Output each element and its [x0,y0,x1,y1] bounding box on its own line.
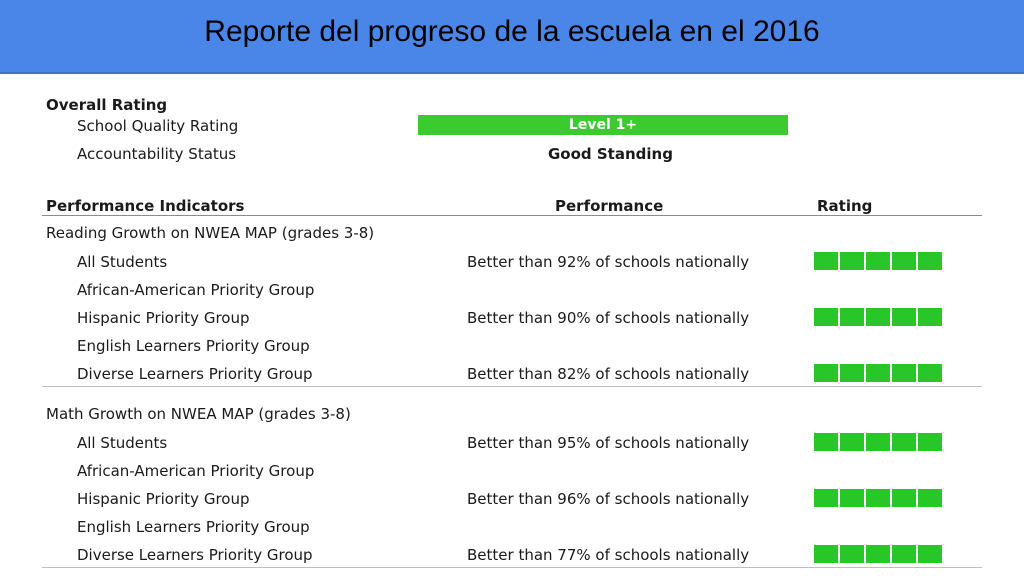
rating-blocks [814,252,942,270]
rating-block [892,433,916,451]
rating-block [814,489,838,507]
section-title: Reading Growth on NWEA MAP (grades 3-8) [46,224,375,242]
rating-block [892,308,916,326]
section-divider [42,567,982,568]
performance-header: Performance [555,197,664,215]
rating-block [840,308,864,326]
rating-block [840,364,864,382]
rating-block [814,545,838,563]
indicator-row-label: English Learners Priority Group [77,337,310,355]
quality-rating-label: School Quality Rating [77,117,239,135]
rating-header: Rating [817,197,873,215]
accountability-label: Accountability Status [77,145,237,163]
indicator-row-label: All Students [77,253,168,271]
rating-blocks [814,545,942,563]
section-divider [42,386,982,387]
indicator-row-label: Hispanic Priority Group [77,309,250,327]
rating-block [892,252,916,270]
rating-block [892,489,916,507]
indicator-row-label: All Students [77,434,168,452]
rating-block [918,433,942,451]
rating-block [866,252,890,270]
performance-value: Better than 90% of schools nationally [467,309,750,327]
overall-rating-heading: Overall Rating [46,96,168,114]
rating-block [918,252,942,270]
indicator-row-label: African-American Priority Group [77,281,315,299]
rating-blocks [814,433,942,451]
rating-block [814,433,838,451]
slide-title: Reporte del progreso de la escuela en el… [204,15,820,48]
rating-block [866,489,890,507]
indicator-row-label: Hispanic Priority Group [77,490,250,508]
rating-block [918,364,942,382]
title-banner: Reporte del progreso de la escuela en el… [0,0,1024,74]
quality-level-value: Level 1+ [568,117,638,133]
rating-block [892,364,916,382]
indicators-header: Performance Indicators [46,197,245,215]
rating-block [814,252,838,270]
rating-block [892,545,916,563]
indicator-row-label: African-American Priority Group [77,462,315,480]
rating-blocks [814,308,942,326]
rating-block [866,433,890,451]
performance-value: Better than 77% of schools nationally [467,546,750,564]
rating-block [918,489,942,507]
rating-block [866,364,890,382]
rating-block [814,364,838,382]
performance-value: Better than 95% of schools nationally [467,434,750,452]
indicator-row-label: Diverse Learners Priority Group [77,546,313,564]
rating-block [840,433,864,451]
rating-block [866,545,890,563]
rating-blocks [814,489,942,507]
rating-block [814,308,838,326]
accountability-value: Good Standing [548,145,673,163]
section-title: Math Growth on NWEA MAP (grades 3-8) [46,405,351,423]
performance-value: Better than 92% of schools nationally [467,253,750,271]
indicator-row-label: Diverse Learners Priority Group [77,365,313,383]
rating-blocks [814,364,942,382]
rating-block [866,308,890,326]
performance-value: Better than 82% of schools nationally [467,365,750,383]
rating-block [840,252,864,270]
rating-block [918,545,942,563]
header-divider [42,215,982,216]
rating-block [840,489,864,507]
performance-value: Better than 96% of schools nationally [467,490,750,508]
rating-block [918,308,942,326]
indicator-row-label: English Learners Priority Group [77,518,310,536]
quality-level-bar: Level 1+ [418,115,788,135]
rating-block [840,545,864,563]
